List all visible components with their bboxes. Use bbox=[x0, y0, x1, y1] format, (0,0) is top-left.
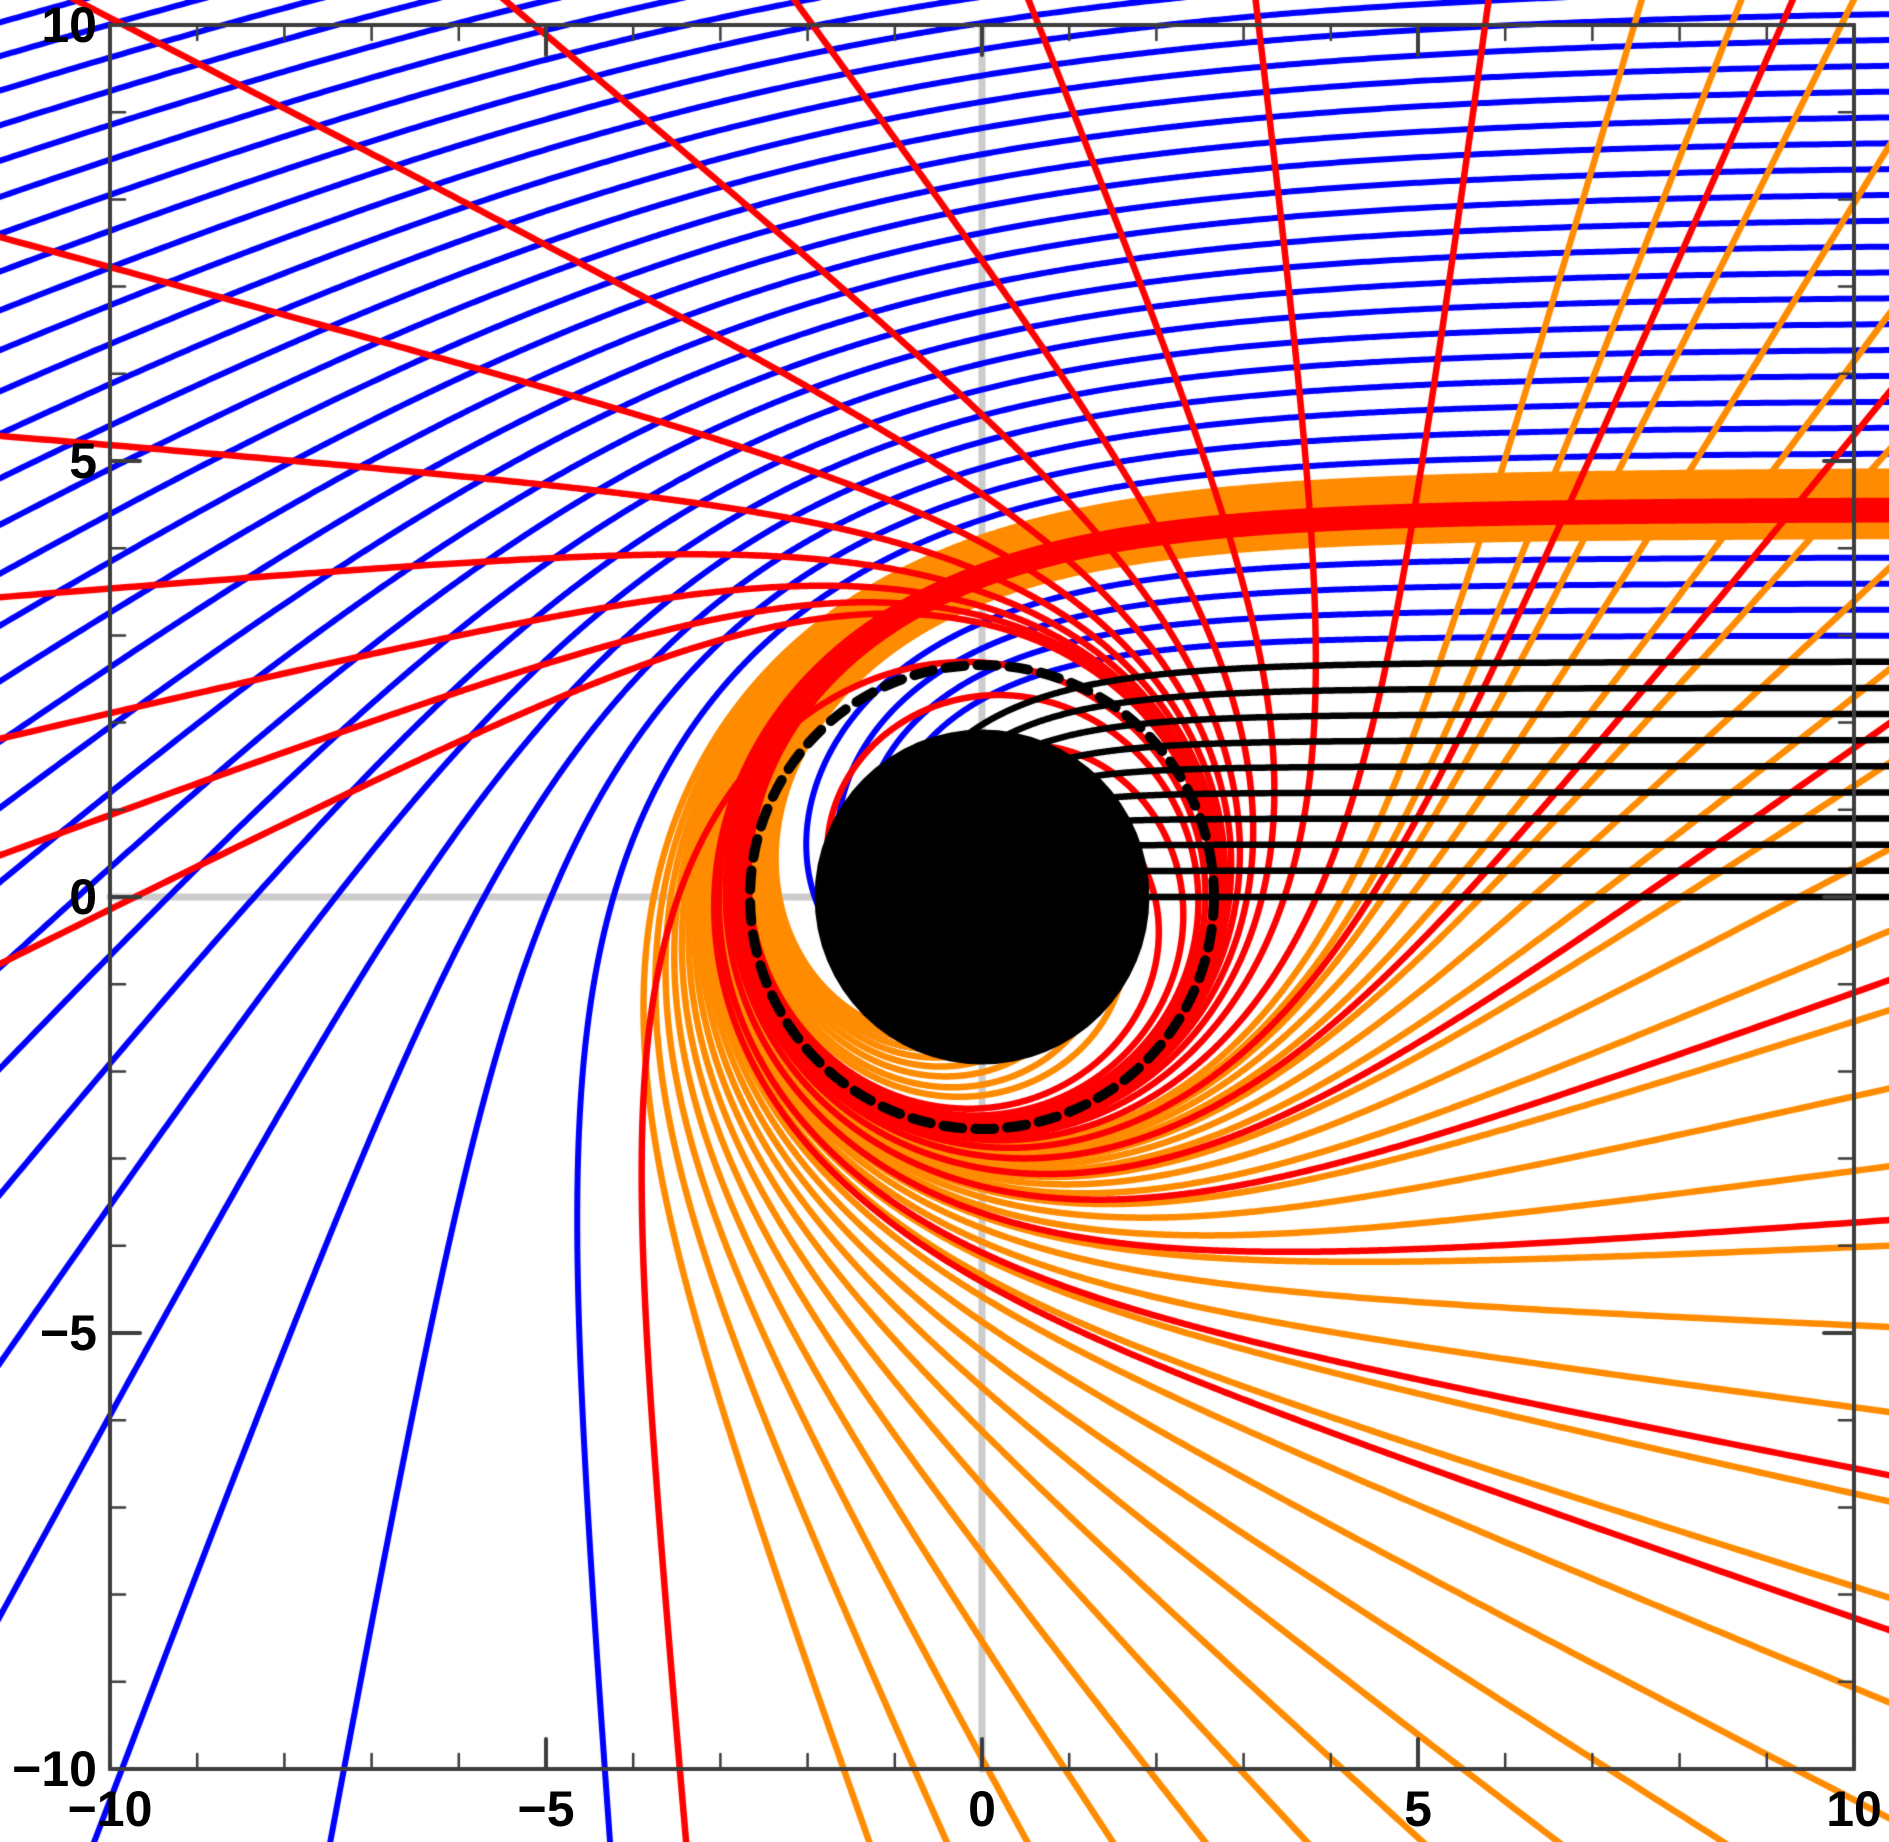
y-tick-label: 5 bbox=[69, 433, 97, 489]
y-tick-label: 0 bbox=[69, 869, 97, 925]
x-tick-label: −10 bbox=[67, 1781, 153, 1837]
x-tick-label: −5 bbox=[517, 1781, 575, 1837]
x-tick-label: 0 bbox=[968, 1781, 996, 1837]
y-tick-label: −10 bbox=[12, 1741, 97, 1797]
y-tick-label: −5 bbox=[39, 1305, 97, 1361]
x-tick-label: 5 bbox=[1404, 1781, 1432, 1837]
y-tick-label: 10 bbox=[41, 0, 97, 53]
x-tick-label: 10 bbox=[1826, 1781, 1882, 1837]
